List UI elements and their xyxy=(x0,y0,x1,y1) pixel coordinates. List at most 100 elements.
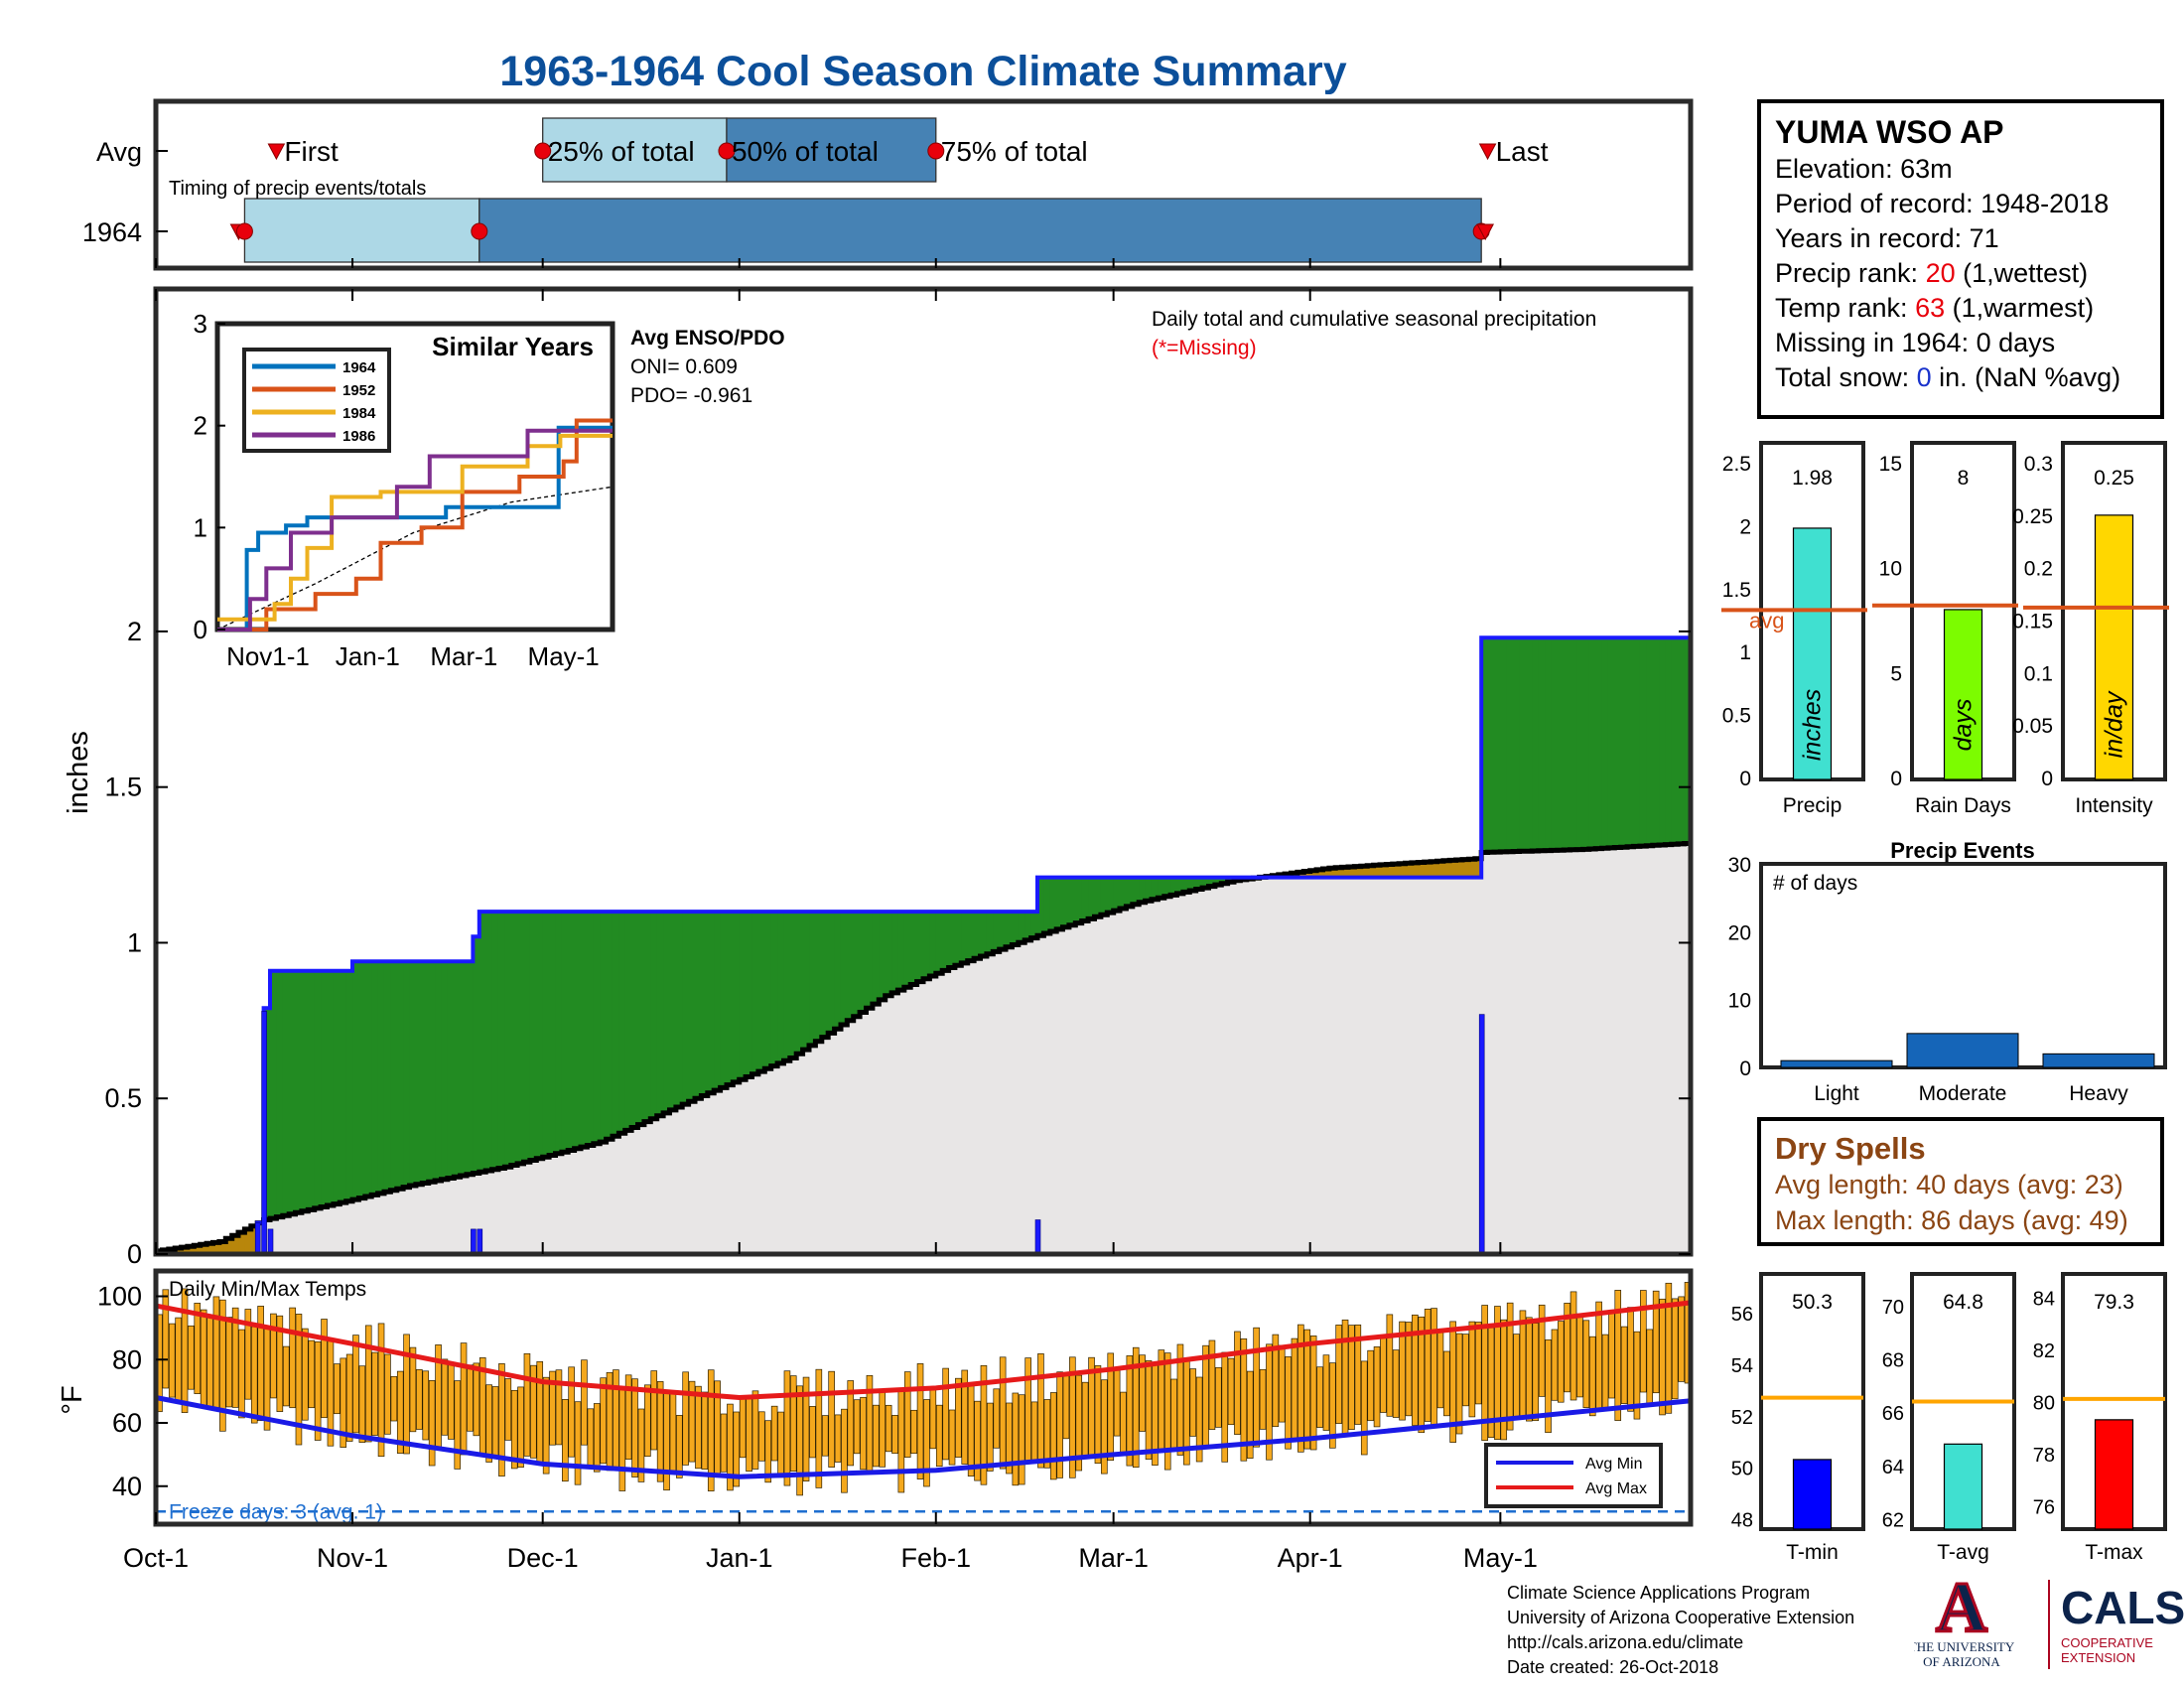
credit-line-3[interactable]: http://cals.arizona.edu/climate xyxy=(1507,1632,1744,1652)
surplus-segment xyxy=(980,912,988,957)
summary-ytick-label: 0 xyxy=(1890,768,1902,790)
surplus-segment xyxy=(460,961,468,1176)
surplus-segment xyxy=(1564,637,1571,850)
surplus-segment xyxy=(1030,912,1038,938)
daily-temp-bar xyxy=(1012,1392,1020,1486)
daily-temp-bar xyxy=(834,1414,842,1463)
daily-temp-bar xyxy=(987,1402,994,1472)
surplus-segment xyxy=(600,912,608,1143)
surplus-segment xyxy=(555,912,563,1154)
surplus-segment xyxy=(1665,637,1673,845)
surplus-segment xyxy=(497,912,505,1169)
daily-temp-bar xyxy=(1576,1313,1583,1398)
daily-precip-bar xyxy=(471,1228,477,1255)
daily-temp-bar xyxy=(1671,1298,1679,1400)
deficit-segment xyxy=(1431,861,1438,878)
daily-temp-bar xyxy=(162,1289,170,1389)
surplus-segment xyxy=(1151,877,1159,900)
deficit-segment xyxy=(1449,860,1457,878)
xtick-label: Nov-1 xyxy=(317,1543,388,1573)
precip-ylabel: inches xyxy=(63,731,94,814)
surplus-segment xyxy=(1684,637,1692,844)
station-years: Years in record: 71 xyxy=(1775,223,1999,253)
surplus-segment xyxy=(321,970,329,1207)
daily-temp-bar xyxy=(1659,1298,1666,1416)
surplus-segment xyxy=(536,912,544,1159)
surplus-segment xyxy=(396,961,404,1190)
daily-temp-bar xyxy=(739,1395,747,1459)
surplus-segment xyxy=(1519,637,1527,852)
1964-50-marker xyxy=(471,222,488,240)
logo-coop-line-2: EXTENSION xyxy=(2061,1650,2135,1665)
daily-temp-bar xyxy=(631,1378,638,1477)
surplus-segment xyxy=(377,961,385,1194)
surplus-segment xyxy=(929,912,937,976)
daily-temp-bar xyxy=(1195,1376,1203,1463)
surplus-segment xyxy=(523,912,531,1163)
deficit-segment xyxy=(1322,869,1330,878)
daily-temp-bar xyxy=(340,1357,347,1448)
avg-cumulative-area xyxy=(156,843,1691,1254)
surplus-segment xyxy=(986,912,994,954)
dry-spells-title: Dry Spells xyxy=(1775,1131,1926,1166)
daily-temp-bar xyxy=(562,1399,569,1482)
summary-panel-t-avg: 64.8 62 64 66 68 70 T-avg xyxy=(1882,1272,2016,1564)
summary-xlabel: Intensity xyxy=(2075,794,2153,817)
surplus-segment xyxy=(581,912,589,1148)
surplus-segment xyxy=(1627,637,1635,847)
daily-temp-bar xyxy=(345,1353,353,1442)
surplus-segment xyxy=(935,912,943,974)
daily-temp-bar xyxy=(916,1363,924,1479)
daily-temp-bar xyxy=(428,1380,436,1467)
credits: Climate Science Applications Program Uni… xyxy=(1507,1581,1854,1680)
daily-temp-bar xyxy=(1107,1352,1115,1462)
deficit-segment xyxy=(218,1241,226,1254)
daily-temp-bar xyxy=(1614,1290,1622,1421)
daily-temp-bar xyxy=(270,1313,277,1399)
inset-legend-label: 1984 xyxy=(342,405,376,422)
daily-temp-bar xyxy=(1113,1369,1121,1437)
daily-temp-bar xyxy=(1126,1355,1134,1467)
surplus-segment xyxy=(866,912,874,1009)
surplus-segment xyxy=(764,912,772,1069)
xtick-label: Oct-1 xyxy=(123,1543,189,1573)
temp-summary-xlabel: T-avg xyxy=(1937,1541,1989,1564)
temp-summary-bar xyxy=(2094,1419,2134,1530)
daily-temp-bar xyxy=(384,1353,391,1435)
daily-temp-bar xyxy=(1322,1354,1330,1431)
surplus-segment xyxy=(1139,877,1147,903)
daily-precip-bar xyxy=(1478,1014,1485,1255)
summary-ytick-label: 2.5 xyxy=(1722,453,1751,476)
daily-temp-bar xyxy=(891,1415,898,1455)
deficit-segment xyxy=(244,1228,252,1254)
daily-temp-bar xyxy=(314,1340,322,1441)
temp-summary-bar xyxy=(1943,1443,1983,1530)
summary-avg-label: avg xyxy=(1749,608,1784,633)
daily-temp-bar xyxy=(1291,1337,1298,1442)
timing-row-1964: 1964 xyxy=(82,217,142,247)
temp-summary-xlabel: T-max xyxy=(2085,1541,2143,1564)
surplus-segment xyxy=(974,912,982,959)
surplus-segment xyxy=(954,912,962,966)
daily-temp-bar xyxy=(1633,1331,1641,1420)
deficit-segment xyxy=(1316,869,1324,878)
daily-temp-bar xyxy=(1189,1368,1197,1437)
surplus-segment xyxy=(714,912,722,1091)
daily-temp-bar xyxy=(999,1356,1007,1470)
events-ytick-label: 30 xyxy=(1728,854,1751,877)
events-ytick-label: 0 xyxy=(1739,1057,1751,1080)
surplus-segment xyxy=(1107,877,1115,914)
station-missing: Missing in 1964: 0 days xyxy=(1775,328,2056,357)
surplus-segment xyxy=(340,970,347,1203)
legend-avg-min-label: Avg Min xyxy=(1585,1456,1643,1473)
daily-temp-bar xyxy=(334,1363,341,1415)
surplus-segment xyxy=(1024,912,1032,940)
deficit-segment xyxy=(1436,861,1444,878)
station-snow: Total snow: 0 in. (NaN %avg) xyxy=(1775,362,2121,392)
timing-label: Timing of precip events/totals xyxy=(169,178,426,200)
daily-temp-bar xyxy=(1443,1350,1450,1417)
surplus-segment xyxy=(606,912,614,1140)
precip-events-panel: Precip Events # of days Light Moderate Heavy… xyxy=(1728,838,2167,1105)
daily-temp-bar xyxy=(542,1376,550,1475)
1964-25-marker xyxy=(235,222,253,240)
